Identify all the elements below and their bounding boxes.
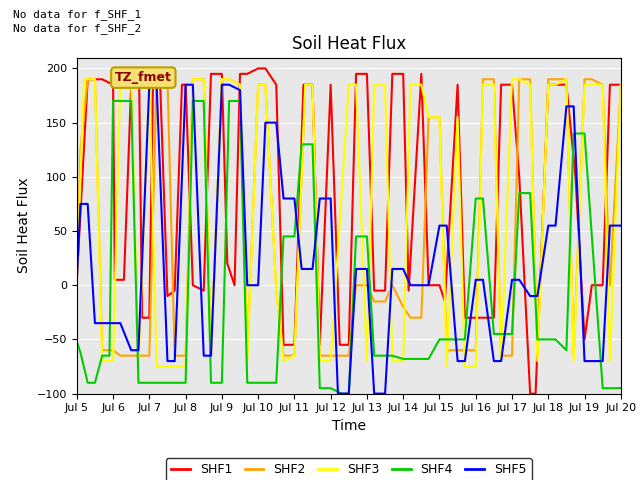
SHF4 — [338, 391, 346, 396]
SHF2 — [352, 282, 360, 288]
SHF5 — [552, 223, 559, 228]
SHF3 — [80, 76, 88, 82]
SHF4 — [73, 339, 81, 345]
SHF4 — [109, 98, 117, 104]
X-axis label: Time: Time — [332, 419, 366, 433]
SHF5 — [406, 282, 414, 288]
SHF3 — [134, 364, 142, 370]
SHF4 — [617, 385, 625, 391]
SHF3 — [182, 364, 189, 370]
SHF5 — [200, 353, 207, 359]
SHF1 — [617, 82, 625, 87]
SHF1 — [526, 391, 534, 396]
SHF5 — [371, 391, 378, 396]
SHF5 — [617, 223, 625, 228]
Line: SHF4: SHF4 — [77, 101, 621, 394]
SHF2 — [189, 76, 196, 82]
SHF2 — [73, 277, 81, 283]
SHF3 — [617, 82, 625, 87]
Line: SHF1: SHF1 — [77, 69, 621, 394]
SHF2 — [417, 315, 425, 321]
SHF4 — [606, 385, 614, 391]
Text: No data for f_SHF_1: No data for f_SHF_1 — [13, 9, 141, 20]
SHF5 — [182, 82, 189, 87]
SHF1 — [182, 82, 189, 87]
Line: SHF2: SHF2 — [77, 79, 621, 356]
SHF3 — [243, 358, 251, 364]
SHF5 — [334, 391, 342, 396]
SHF1 — [599, 282, 607, 288]
Text: No data for f_SHF_2: No data for f_SHF_2 — [13, 23, 141, 34]
Title: Soil Heat Flux: Soil Heat Flux — [292, 35, 406, 53]
SHF1 — [291, 342, 298, 348]
SHF4 — [236, 98, 244, 104]
Line: SHF3: SHF3 — [77, 79, 621, 367]
SHF3 — [273, 288, 280, 293]
SHF1 — [218, 71, 226, 77]
SHF3 — [262, 82, 269, 87]
SHF4 — [218, 380, 226, 385]
Line: SHF5: SHF5 — [77, 84, 621, 394]
SHF5 — [73, 277, 81, 283]
SHF2 — [127, 353, 135, 359]
SHF3 — [73, 277, 81, 283]
SHF1 — [254, 66, 262, 72]
SHF5 — [145, 82, 153, 87]
SHF2 — [116, 353, 124, 359]
SHF2 — [225, 76, 233, 82]
SHF1 — [550, 82, 557, 87]
Text: TZ_fmet: TZ_fmet — [115, 71, 172, 84]
SHF3 — [225, 76, 233, 82]
Y-axis label: Soil Heat Flux: Soil Heat Flux — [17, 178, 31, 274]
Legend: SHF1, SHF2, SHF3, SHF4, SHF5: SHF1, SHF2, SHF3, SHF4, SHF5 — [166, 458, 532, 480]
SHF5 — [262, 120, 269, 125]
SHF4 — [454, 336, 461, 342]
SHF3 — [436, 114, 444, 120]
SHF1 — [345, 342, 353, 348]
SHF2 — [563, 76, 570, 82]
SHF2 — [84, 76, 92, 82]
SHF4 — [345, 391, 353, 396]
SHF1 — [73, 277, 81, 283]
SHF4 — [316, 385, 324, 391]
SHF2 — [617, 82, 625, 87]
